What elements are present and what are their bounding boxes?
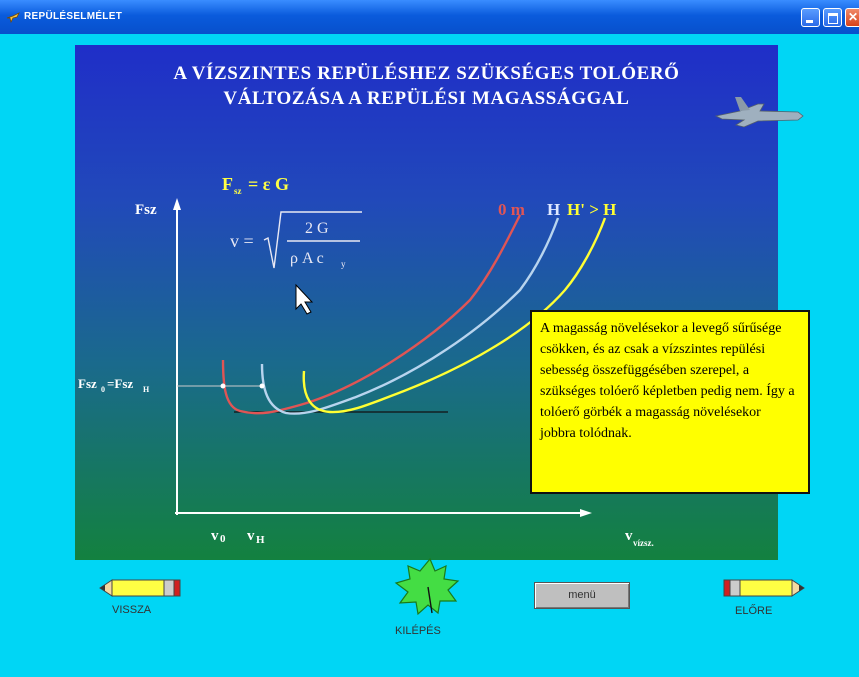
window-title: REPÜLÉSELMÉLET <box>24 11 123 22</box>
slide-title-line2: VÁLTOZÁSA A REPÜLÉSI MAGASSÁGGAL <box>223 88 630 109</box>
pencil-forward-icon <box>791 579 805 597</box>
exit-label[interactable]: KILÉPÉS <box>395 625 441 637</box>
forward-pencil-button[interactable] <box>718 575 808 605</box>
maximize-button[interactable] <box>823 8 842 27</box>
back-label[interactable]: VISSZA <box>112 604 152 616</box>
minimize-button[interactable] <box>801 8 820 27</box>
app-icon <box>6 12 20 24</box>
forward-label[interactable]: ELŐRE <box>735 605 773 617</box>
back-pencil-button[interactable] <box>98 575 188 605</box>
exit-button[interactable] <box>392 557 462 619</box>
slide-title-line1: A VÍZSZINTES REPÜLÉSHEZ SZÜKSÉGES TOLÓER… <box>173 63 680 84</box>
leaf-exit-icon <box>394 557 460 616</box>
info-box: A magasság növelésekor a levegő sűrűsége… <box>530 310 810 494</box>
menu-button[interactable]: menü <box>534 582 630 609</box>
window-titlebar: REPÜLÉSELMÉLET <box>0 0 859 34</box>
close-button[interactable] <box>845 8 859 27</box>
